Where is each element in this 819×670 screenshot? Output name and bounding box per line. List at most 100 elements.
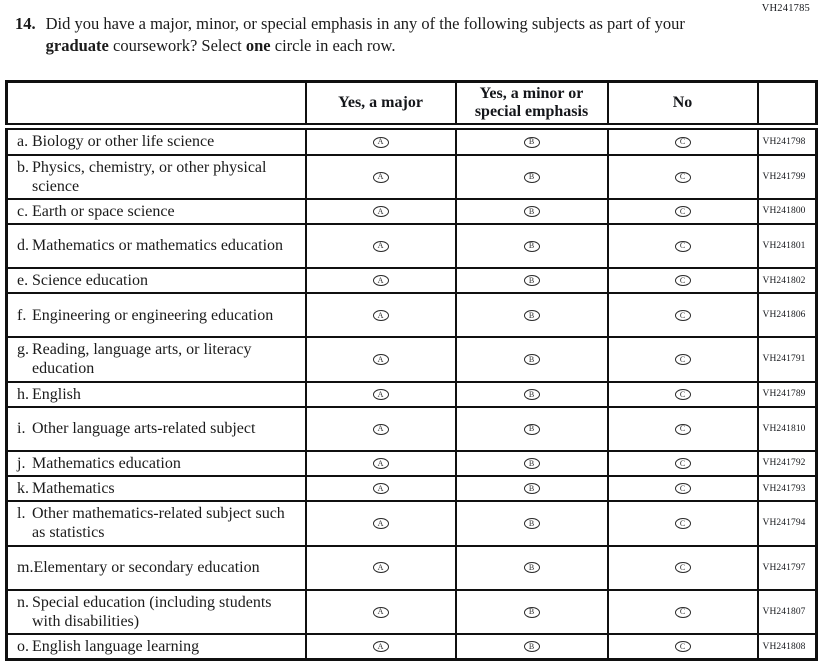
row-label: Other language arts-related subject [32,420,256,438]
table-row-c: c. Earth or space science A B C VH241800 [5,197,818,226]
option-bubble-no[interactable]: C [674,354,691,366]
option-bubble-no[interactable]: C [674,136,691,148]
table-row-d: d. Mathematics or mathematics education A… [5,223,818,270]
table-row-l: l. Other mathematics-related subject such… [5,500,818,547]
row-label: English [32,385,81,403]
row-letter: f. [17,306,27,324]
option-bubble-minor[interactable]: B [523,136,540,148]
row-letter: o. [17,637,29,655]
option-bubble-no[interactable]: C [674,518,691,530]
row-letter: l. [17,505,26,523]
option-bubble-minor[interactable]: B [523,518,540,530]
option-bubble-major[interactable]: A [372,310,389,322]
option-bubble-minor[interactable]: B [523,483,540,495]
option-bubble-minor[interactable]: B [523,562,540,574]
row-code: VH241797 [756,544,818,591]
row-label: Science education [32,272,148,290]
option-bubble-minor[interactable]: B [523,275,540,287]
option-bubble-major[interactable]: A [372,171,389,183]
option-bubble-no[interactable]: C [674,641,691,653]
option-bubble-no[interactable]: C [674,310,691,322]
row-code: VH241789 [756,380,818,408]
table-row-e: e. Science education A B C VH241802 [5,267,818,295]
question-text: Did you have a major, minor, or special … [46,13,691,57]
option-bubble-no[interactable]: C [674,606,691,618]
option-bubble-major[interactable]: A [372,562,389,574]
question-text-pre: Did you have a major, minor, or special … [45,14,685,33]
row-code: VH241806 [756,292,818,339]
row-label: Special education (including students wi… [32,593,272,630]
header-col-code [756,80,818,131]
question-text-post: circle in each row. [270,35,396,55]
option-bubble-major[interactable]: A [372,423,389,435]
table-row-b: b. Physics, chemistry, or other physical … [5,153,818,200]
option-bubble-minor[interactable]: B [523,389,540,401]
option-bubble-major[interactable]: A [372,275,389,287]
option-bubble-major[interactable]: A [372,240,389,252]
option-bubble-no[interactable]: C [674,483,691,495]
row-code: VH241800 [756,197,818,226]
option-bubble-major[interactable]: A [372,389,389,401]
question-table: Yes, a major Yes, a minor or special emp… [5,79,818,662]
row-letter: d. [17,237,29,255]
option-bubble-no[interactable]: C [674,562,691,574]
option-bubble-minor[interactable]: B [523,171,540,183]
option-bubble-major[interactable]: A [372,354,389,366]
table-row-j: j. Mathematics education A B C VH241792 [5,449,818,478]
row-label: Elementary or secondary education [33,558,260,576]
row-code: VH241794 [756,500,818,547]
option-bubble-minor[interactable]: B [523,641,540,653]
option-bubble-no[interactable]: C [674,423,691,435]
option-bubble-major[interactable]: A [372,458,389,470]
option-bubble-minor[interactable]: B [523,458,540,470]
option-bubble-major[interactable]: A [372,606,389,618]
option-bubble-no[interactable]: C [674,275,691,287]
option-bubble-no[interactable]: C [674,389,691,401]
row-code: VH241798 [756,125,818,156]
row-code: VH241793 [756,474,818,503]
row-letter: m. [17,558,34,576]
table-row-n: n. Special education (including students … [5,588,818,635]
row-code: VH241807 [756,588,818,635]
option-bubble-no[interactable]: C [674,206,691,218]
row-label: Mathematics [32,480,115,497]
row-code: VH241802 [756,267,818,295]
option-bubble-major[interactable]: A [372,206,389,218]
row-code: VH241799 [756,153,818,200]
header-col-minor: Yes, a minor or special emphasis [454,80,609,131]
row-letter: b. [17,158,29,176]
row-label: Engineering or engineering education [32,306,274,324]
row-label: Earth or space science [32,202,175,220]
page-accession-code: VH241785 [761,3,810,14]
option-bubble-no[interactable]: C [674,240,691,252]
row-letter: a. [17,133,29,151]
table-row-o: o. English language learning A B C VH2418… [5,632,818,661]
question-number: 14. [15,14,36,33]
option-bubble-no[interactable]: C [674,458,691,470]
option-bubble-major[interactable]: A [372,518,389,530]
table-row-h: h. English A B C VH241789 [5,380,818,408]
row-letter: g. [17,341,29,359]
option-bubble-major[interactable]: A [372,136,389,148]
option-bubble-major[interactable]: A [372,483,389,495]
row-label: Reading, language arts, or literacy educ… [32,341,252,378]
option-bubble-minor[interactable]: B [523,310,540,322]
option-bubble-major[interactable]: A [372,641,389,653]
option-bubble-minor[interactable]: B [523,606,540,618]
row-letter: i. [17,420,26,438]
row-label: Physics, chemistry, or other physical sc… [32,158,267,195]
row-code: VH241791 [756,336,818,383]
option-bubble-no[interactable]: C [674,171,691,183]
option-bubble-minor[interactable]: B [523,206,540,218]
header-col-major: Yes, a major [304,80,457,131]
row-code: VH241801 [756,223,818,270]
option-bubble-minor[interactable]: B [523,240,540,252]
option-bubble-minor[interactable]: B [523,354,540,366]
table-row-a: a. Biology or other life science A B C VH… [5,125,818,156]
row-letter: n. [17,593,29,611]
row-letter: k. [17,480,29,497]
question-bold-graduate: graduate [45,35,109,55]
header-col-subject [5,80,307,131]
option-bubble-minor[interactable]: B [523,423,540,435]
